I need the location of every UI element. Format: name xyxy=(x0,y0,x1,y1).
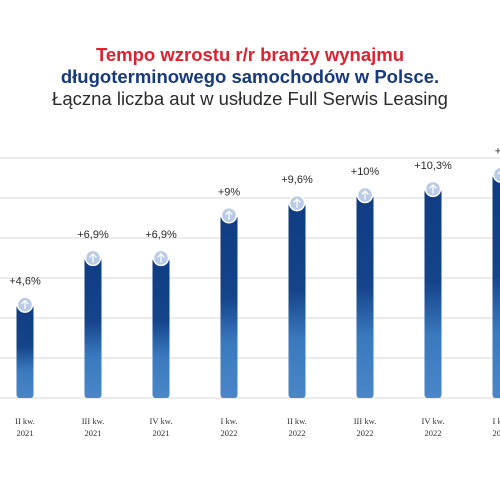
x-tick-label-year: 2022 xyxy=(425,428,442,438)
arrow-up-icon xyxy=(152,249,170,267)
data-label: +9,6% xyxy=(281,174,313,186)
arrow-up-icon xyxy=(492,166,500,183)
bar xyxy=(356,195,374,398)
x-tick-label: I kw. xyxy=(221,416,238,426)
chart-subtitle: Łączna liczba aut w usłudze Full Serwis … xyxy=(52,88,448,109)
x-tick-label-year: 2021 xyxy=(17,428,34,438)
chart-title: Tempo wzrostu r/r branży wynajmu długote… xyxy=(0,44,500,110)
x-tick-label-year: 2022 xyxy=(357,428,374,438)
title-line-1: Tempo wzrostu r/r branży wynajmu xyxy=(95,44,405,65)
data-label: +4,6% xyxy=(9,276,41,288)
data-label: +10% xyxy=(351,166,380,178)
arrow-up-icon xyxy=(424,180,442,198)
bar xyxy=(492,174,500,398)
x-tick-label-year: 2022 xyxy=(221,428,238,438)
data-label: +6,9% xyxy=(145,229,177,241)
bars xyxy=(16,166,500,398)
x-tick-label-year: 2021 xyxy=(153,428,170,438)
arrow-up-icon xyxy=(84,249,102,267)
arrow-up-icon xyxy=(220,207,238,224)
x-tick-labels: II kw. 2021 III kw. 2021 IV kw. 2021 I kw. 2022… xyxy=(15,416,500,438)
gridlines xyxy=(0,157,500,399)
data-label: +10,3% xyxy=(414,160,452,172)
x-tick-label: II kw. xyxy=(15,416,35,426)
x-tick-label: II kw. xyxy=(287,416,307,426)
bar xyxy=(424,188,442,398)
x-tick-label: III kw. xyxy=(354,416,377,426)
title-line-2: długoterminowego samochodów w Polsce. xyxy=(60,66,440,87)
bar xyxy=(16,304,34,398)
x-tick-label: III kw. xyxy=(82,416,105,426)
bar xyxy=(84,257,102,398)
x-tick-label: I kw. xyxy=(493,416,500,426)
data-labels: +4,6% +6,9% +6,9% +9% +9,6% +10% +10,3% +1 xyxy=(9,146,500,288)
data-label: +1 xyxy=(495,146,500,158)
bar xyxy=(288,203,306,398)
x-tick-label-year: 2021 xyxy=(85,428,102,438)
x-tick-label-year: 2022 xyxy=(289,428,306,438)
bar xyxy=(220,215,238,398)
data-label: +9% xyxy=(218,186,241,198)
data-label: +6,9% xyxy=(77,229,109,241)
bar xyxy=(152,257,170,398)
x-tick-label: IV kw. xyxy=(422,416,445,426)
arrow-up-icon xyxy=(16,296,34,313)
x-tick-label: IV kw. xyxy=(150,416,173,426)
arrow-up-icon xyxy=(288,194,306,212)
x-tick-label-year: 2023 xyxy=(493,428,500,438)
arrow-up-icon xyxy=(356,186,374,204)
